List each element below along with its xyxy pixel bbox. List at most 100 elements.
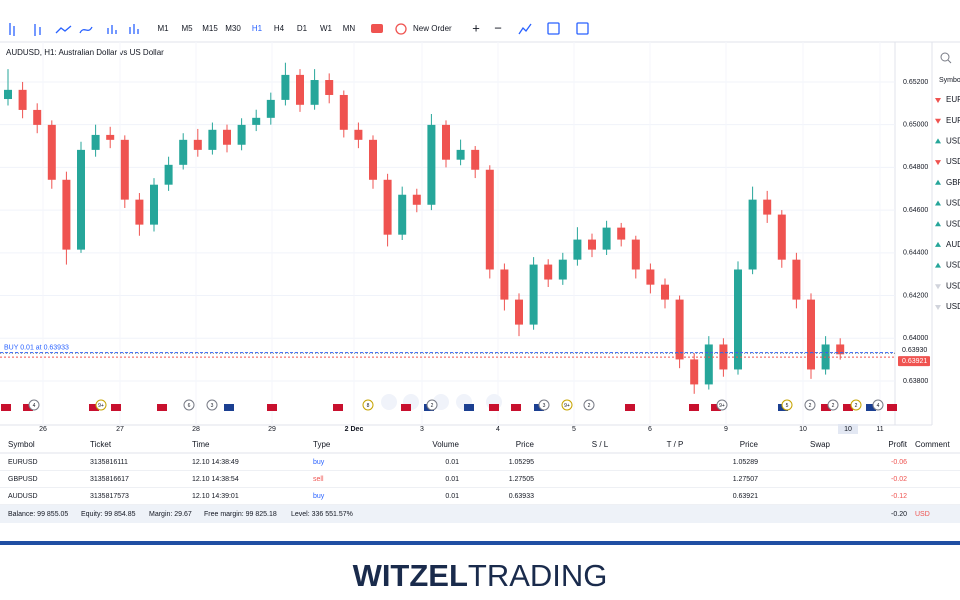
country-flag <box>333 404 343 411</box>
event-badge <box>781 399 793 411</box>
x-tick-label: 29 <box>268 426 276 433</box>
country-flag <box>401 404 411 411</box>
event-badge <box>362 399 374 411</box>
chart-nav-button[interactable] <box>381 394 397 410</box>
watchlist-symbol[interactable]: USD <box>946 137 960 146</box>
timeframe-button[interactable]: W1 <box>320 24 333 33</box>
event-count: 2 <box>588 403 591 409</box>
chart-title: AUDUSD, H1: Australian Dollar vs US Doll… <box>6 48 164 57</box>
watchlist-symbol[interactable]: EUR <box>946 95 960 104</box>
summary-balance: Balance: 99 855.05 <box>8 511 68 518</box>
zoom-in-button[interactable]: + <box>472 20 480 35</box>
x-tick-label: 27 <box>116 426 124 433</box>
timeframe-button[interactable]: H1 <box>252 24 263 33</box>
candle-body <box>296 74 304 105</box>
candle-body <box>617 227 626 240</box>
x-tick-label: 3 <box>420 426 424 433</box>
candle-body <box>734 269 742 370</box>
watchlist-symbol[interactable]: USD <box>946 219 960 228</box>
candle-body <box>675 299 684 360</box>
timeframe-button[interactable]: M1 <box>157 24 169 33</box>
candle-body <box>33 109 42 125</box>
zoom-out-button[interactable]: − <box>494 20 502 35</box>
brand-light: TRADING <box>468 558 608 593</box>
candle-body <box>150 184 158 225</box>
toolbar-icons <box>9 22 589 36</box>
candle-body <box>456 149 465 160</box>
timeframe-button[interactable]: H4 <box>274 24 285 33</box>
watchlist-symbol[interactable]: GBP <box>946 178 960 187</box>
table-header: Price <box>516 440 535 449</box>
direction-arrow <box>935 118 941 124</box>
x-tick-label: 2 Dec <box>345 426 364 433</box>
ask-box <box>898 356 930 367</box>
cell-time: 12.10 14:38:49 <box>192 459 239 466</box>
candle-body <box>412 194 421 205</box>
cell-symbol: EURUSD <box>8 459 38 466</box>
y-tick-label: 0.64200 <box>903 292 928 299</box>
x-tick-label: 11 <box>876 426 883 433</box>
candle-body <box>164 164 173 185</box>
event-count: 8 <box>367 403 370 409</box>
event-count: 2 <box>855 403 858 409</box>
cell-ticket: 3135816617 <box>90 476 129 483</box>
event-count: 9+ <box>98 403 104 409</box>
y-tick-label: 0.64800 <box>903 164 928 171</box>
cell-volume: 0.01 <box>445 476 459 483</box>
candle-body <box>62 179 71 250</box>
event-count: 2 <box>832 403 835 409</box>
country-flag <box>89 404 99 411</box>
candle-body <box>237 124 246 145</box>
cell-price: 0.63933 <box>509 493 534 500</box>
direction-arrow <box>935 241 941 247</box>
summary-currency: USD <box>915 511 930 518</box>
candle-body <box>471 149 480 170</box>
direction-arrow <box>935 305 941 310</box>
timeframe-button[interactable]: M30 <box>225 24 241 33</box>
cursor-date-bg <box>838 424 858 434</box>
country-flag <box>689 404 699 411</box>
candle-body <box>47 124 56 180</box>
bid-label: 0.63930 <box>902 347 927 354</box>
x-tick-label: 4 <box>496 426 500 433</box>
summary-bg <box>0 505 960 523</box>
event-badge <box>538 399 550 411</box>
table-header: Swap <box>810 440 831 449</box>
watchlist-symbol[interactable]: USD <box>946 157 960 166</box>
candle-body <box>573 239 582 260</box>
table-header: Price <box>740 440 759 449</box>
cell-price: 1.05295 <box>509 459 534 466</box>
x-tick-label: 9 <box>724 426 728 433</box>
timeframe-button[interactable]: MN <box>343 24 356 33</box>
table-header: Volume <box>432 440 459 449</box>
timeframe-button[interactable]: D1 <box>297 24 308 33</box>
timeframe-button[interactable]: M15 <box>202 24 218 33</box>
country-flag <box>866 404 876 411</box>
new-order-button[interactable]: New Order <box>413 24 452 33</box>
candle-body <box>77 149 85 250</box>
y-tick-label: 0.63800 <box>903 378 928 385</box>
event-badge <box>872 399 884 411</box>
watchlist-symbol[interactable]: EUR <box>946 116 960 125</box>
candle-body <box>500 269 509 300</box>
watchlist-symbol[interactable]: USD <box>946 199 960 208</box>
direction-arrow <box>935 179 941 185</box>
event-badge <box>183 399 195 411</box>
candle-body <box>383 179 392 235</box>
candle-body <box>763 199 772 215</box>
event-badge <box>95 399 107 411</box>
event-count: 3 <box>211 403 214 409</box>
watchlist-symbol[interactable]: AUD <box>946 240 960 249</box>
candle-body <box>588 239 596 250</box>
table-header: Profit <box>888 440 907 449</box>
watchlist-symbol[interactable]: USD <box>946 281 960 290</box>
event-count: 6 <box>188 403 191 409</box>
watchlist-symbol[interactable]: USD <box>946 302 960 311</box>
watchlist-symbol[interactable]: USD <box>946 261 960 270</box>
timeframe-button[interactable]: M5 <box>181 24 193 33</box>
candle-body <box>558 259 567 280</box>
candle-body <box>836 344 845 355</box>
country-flag <box>267 404 277 411</box>
y-tick-label: 0.64600 <box>903 207 928 214</box>
